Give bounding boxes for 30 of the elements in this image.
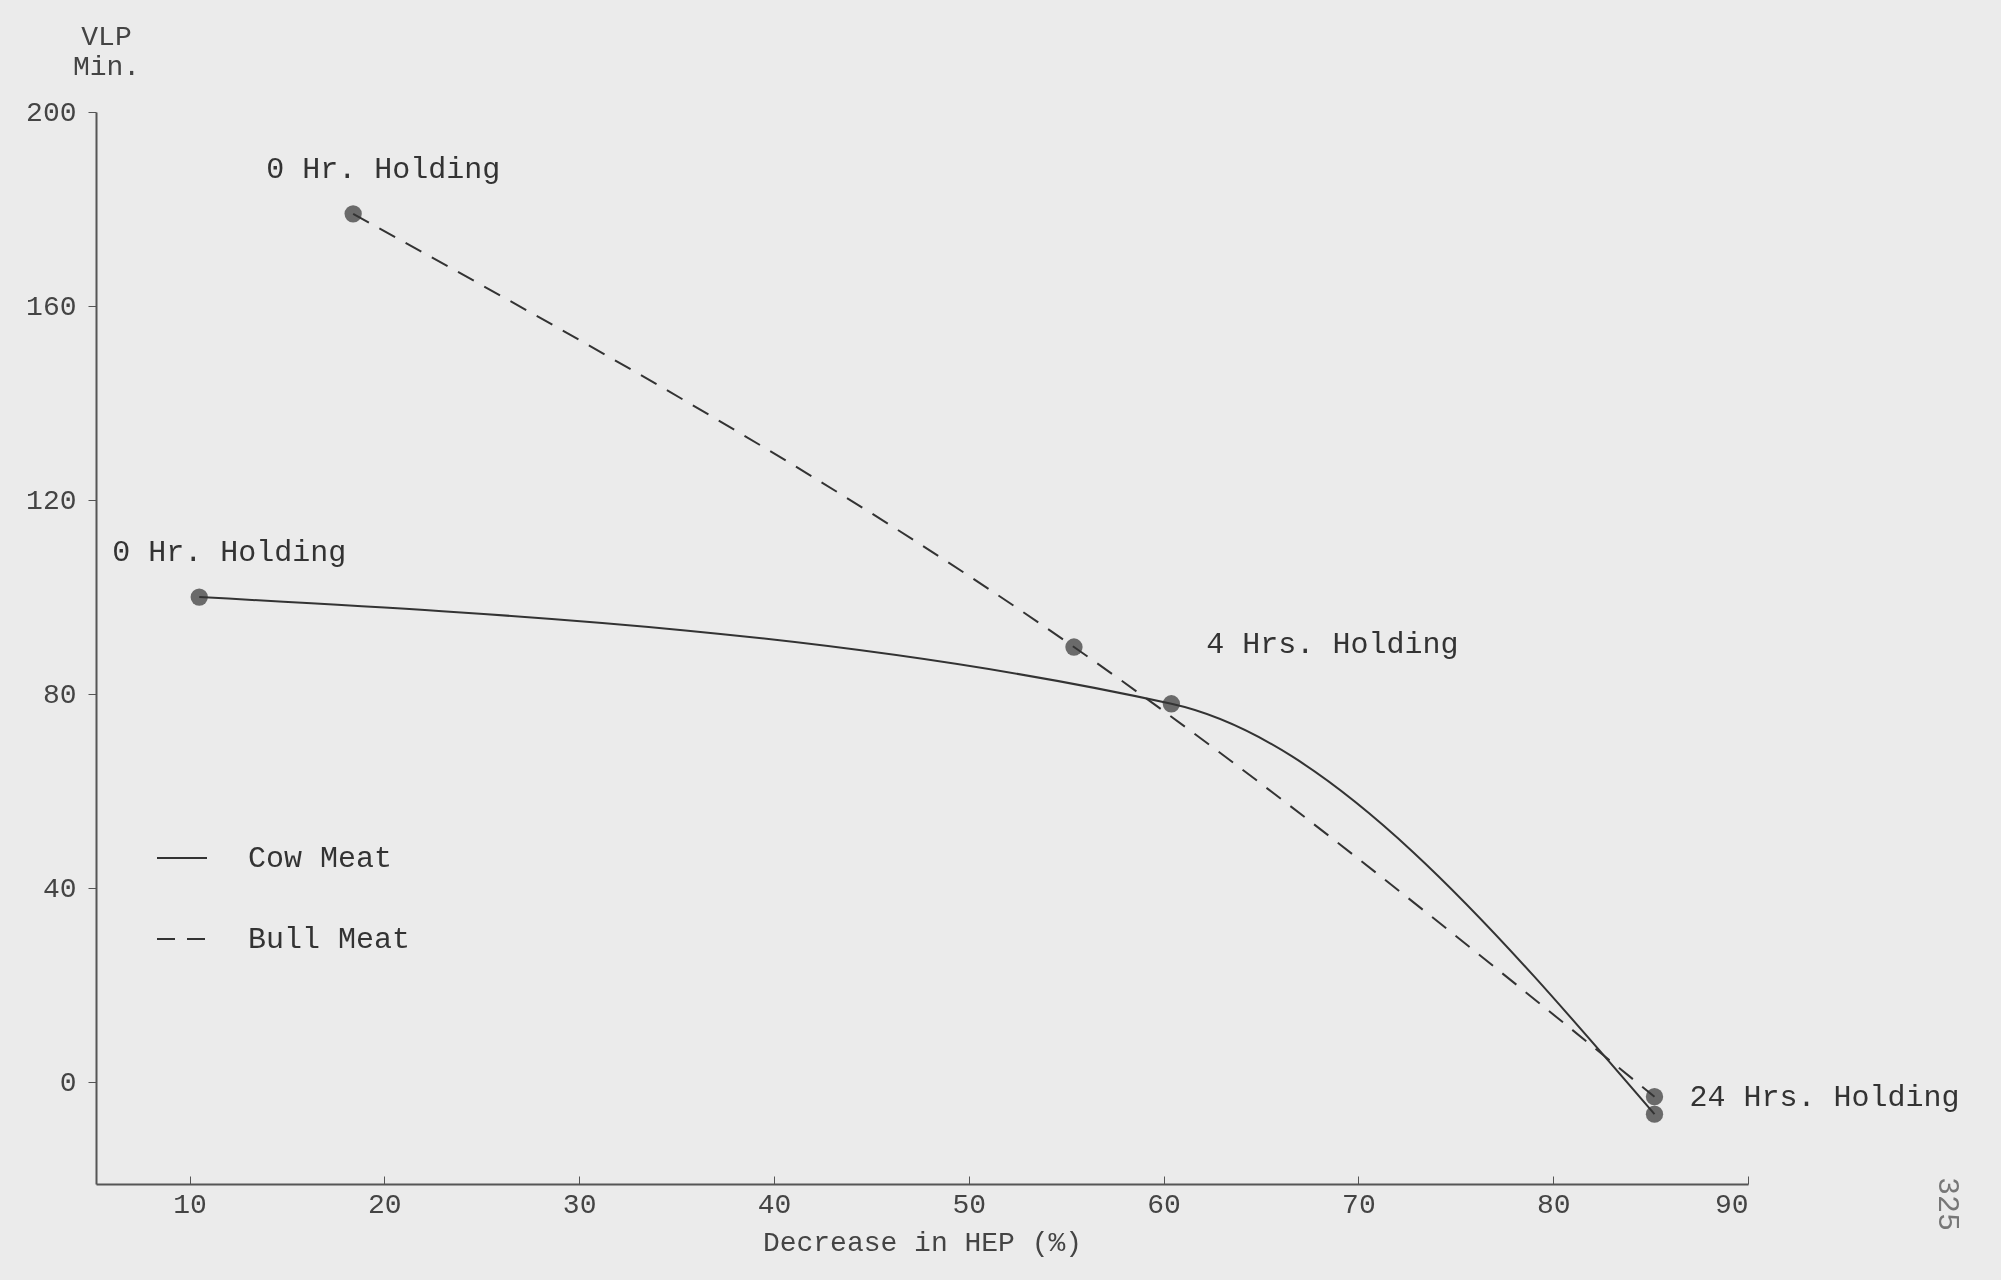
y-tick-label: 120 xyxy=(26,485,77,517)
legend-label: Bull Meat xyxy=(248,923,411,957)
x-tick-label: 40 xyxy=(757,1189,792,1221)
y-tick-label: 80 xyxy=(42,679,77,711)
point xyxy=(344,205,362,223)
annotation: 0 Hr. Holding xyxy=(266,152,501,187)
point xyxy=(1065,638,1083,656)
annotation: 4 Hrs. Holding xyxy=(1206,627,1459,662)
y-tick-label: 40 xyxy=(42,873,77,905)
x-tick-label: 30 xyxy=(562,1189,597,1221)
annotation: 24 Hrs. Holding xyxy=(1689,1080,1960,1115)
x-tick-label: 90 xyxy=(1714,1189,1749,1221)
point xyxy=(1645,1088,1664,1106)
x-tick-label: 80 xyxy=(1536,1189,1571,1221)
x-axis-title: Decrease in HEP (%) xyxy=(762,1227,1083,1259)
y-tick-label: 200 xyxy=(26,97,77,129)
x-tick-label: 60 xyxy=(1147,1189,1181,1221)
y-tick-label: 160 xyxy=(26,291,77,323)
x-tick-label: 10 xyxy=(173,1189,207,1221)
text: 325 xyxy=(1930,1176,1964,1232)
point xyxy=(1645,1105,1664,1123)
point xyxy=(1162,695,1181,713)
point xyxy=(190,588,208,606)
y-axis-title: VLP Min. xyxy=(72,21,141,83)
x-tick-label: 50 xyxy=(952,1189,987,1221)
x-tick-label: 70 xyxy=(1342,1189,1376,1221)
y-tick-label: 0 xyxy=(59,1067,77,1099)
annotation: 0 Hr. Holding xyxy=(112,536,347,571)
x-tick-label: 20 xyxy=(368,1189,402,1221)
legend-label: Cow Meat xyxy=(248,842,393,876)
